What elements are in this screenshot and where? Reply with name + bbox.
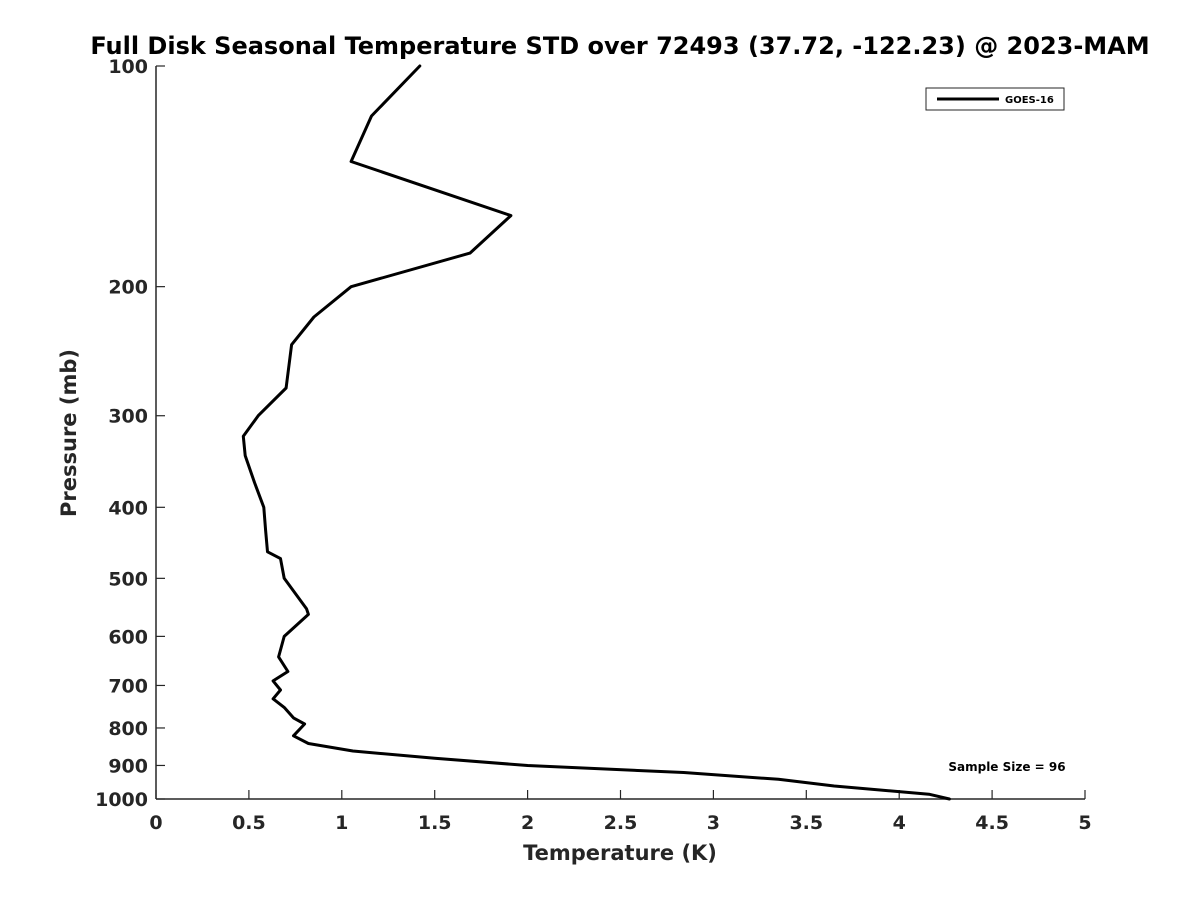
y-tick-label: 100: [108, 56, 148, 78]
y-tick-label: 1000: [95, 789, 148, 811]
y-tick-label: 300: [108, 406, 148, 428]
y-tick-label: 400: [108, 497, 148, 519]
x-tick-label: 2.5: [604, 812, 638, 834]
x-tick-label: 4: [893, 812, 906, 834]
y-axis-label: Pressure (mb): [57, 349, 81, 517]
legend: GOES-16: [925, 87, 1065, 111]
y-ticks: 100 200 300 400 500 600 700 800 900 1000: [95, 56, 165, 811]
y-tick-label: 200: [108, 277, 148, 299]
x-tick-label: 0: [149, 812, 162, 834]
x-tick-label: 3: [707, 812, 720, 834]
x-axis-label: Temperature (K): [523, 841, 717, 865]
x-tick-label: 0.5: [232, 812, 266, 834]
x-tick-label: 2: [521, 812, 534, 834]
sample-size-annotation: Sample Size = 96: [948, 760, 1065, 774]
axes: 0 0.5 1 1.5 2 2.5 3 3.5 4 4.5 5 100 200 300 400 500 600…: [95, 56, 1092, 834]
x-tick-label: 1: [335, 812, 348, 834]
x-tick-label: 5: [1078, 812, 1091, 834]
y-tick-label: 900: [108, 755, 148, 777]
chart-title: Full Disk Seasonal Temperature STD over …: [90, 32, 1149, 60]
x-tick-label: 4.5: [975, 812, 1009, 834]
y-tick-label: 700: [108, 675, 148, 697]
x-tick-label: 3.5: [789, 812, 823, 834]
series-layer: [241, 64, 951, 801]
legend-entry-goes-16: GOES-16: [1005, 95, 1054, 106]
y-tick-label: 800: [108, 718, 148, 740]
x-tick-label: 1.5: [418, 812, 452, 834]
y-tick-label: 600: [108, 626, 148, 648]
y-tick-label: 500: [108, 568, 148, 590]
x-ticks: 0 0.5 1 1.5 2 2.5 3 3.5 4 4.5 5: [149, 790, 1092, 834]
series-line-goes-16: [241, 64, 951, 801]
